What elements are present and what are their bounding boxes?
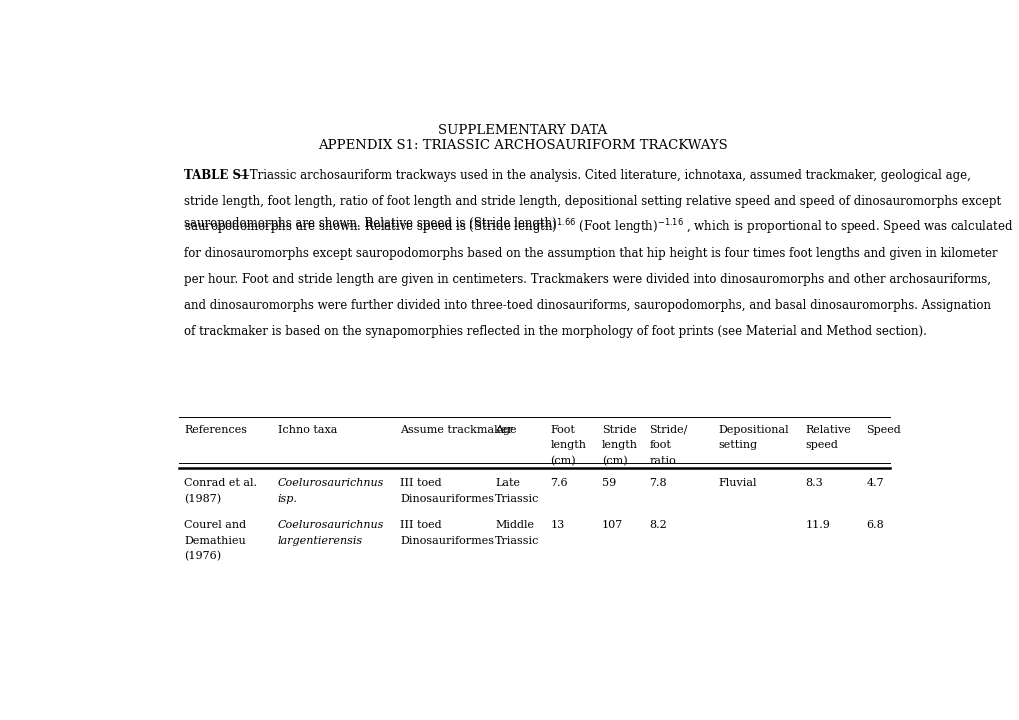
Text: speed: speed (805, 440, 838, 450)
Text: 13: 13 (550, 521, 565, 531)
Text: (cm): (cm) (601, 456, 627, 466)
Text: Middle: Middle (494, 521, 534, 531)
Text: Triassic: Triassic (494, 494, 539, 504)
Text: Coelurosaurichnus: Coelurosaurichnus (277, 478, 384, 488)
Text: TABLE S1: TABLE S1 (184, 168, 250, 181)
Text: of trackmaker is based on the synapomorphies reflected in the morphology of foot: of trackmaker is based on the synapomorp… (184, 325, 926, 338)
Text: per hour. Foot and stride length are given in centimeters. Trackmakers were divi: per hour. Foot and stride length are giv… (184, 273, 990, 286)
Text: III toed: III toed (399, 521, 441, 531)
Text: III toed: III toed (399, 478, 441, 488)
Text: 7.8: 7.8 (649, 478, 666, 488)
Text: Speed: Speed (866, 425, 901, 435)
Text: (1976): (1976) (184, 552, 221, 562)
Text: largentierensis: largentierensis (277, 536, 363, 546)
Text: stride length, foot length, ratio of foot length and stride length, depositional: stride length, foot length, ratio of foo… (184, 194, 1001, 207)
Text: Stride/: Stride/ (649, 425, 687, 435)
Text: sauropodomorphs are shown. Relative speed is (Stride length)$^{1.66}$ (Foot leng: sauropodomorphs are shown. Relative spee… (184, 217, 1013, 237)
Text: 107: 107 (601, 521, 623, 531)
Text: Coelurosaurichnus: Coelurosaurichnus (277, 521, 384, 531)
Text: isp.: isp. (277, 494, 298, 504)
Text: 7.6: 7.6 (550, 478, 568, 488)
Text: foot: foot (649, 440, 671, 450)
Text: (1987): (1987) (184, 494, 221, 504)
Text: and dinosauromorphs were further divided into three-toed dinosauriforms, sauropo: and dinosauromorphs were further divided… (184, 299, 990, 312)
Text: —Triassic archosauriform trackways used in the analysis. Cited literature, ichno: —Triassic archosauriform trackways used … (238, 168, 970, 181)
Text: SUPPLEMENTARY DATA: SUPPLEMENTARY DATA (438, 125, 606, 138)
Text: Stride: Stride (601, 425, 636, 435)
Text: 8.2: 8.2 (649, 521, 666, 531)
Text: 8.3: 8.3 (805, 478, 822, 488)
Text: Triassic: Triassic (494, 536, 539, 546)
Text: ratio: ratio (649, 456, 676, 466)
Text: 59: 59 (601, 478, 615, 488)
Text: APPENDIX S1: TRIASSIC ARCHOSAURIFORM TRACKWAYS: APPENDIX S1: TRIASSIC ARCHOSAURIFORM TRA… (318, 139, 727, 152)
Text: Late: Late (494, 478, 520, 488)
Text: Conrad et al.: Conrad et al. (184, 478, 257, 488)
Text: Demathieu: Demathieu (184, 536, 246, 546)
Text: 6.8: 6.8 (866, 521, 883, 531)
Text: 4.7: 4.7 (866, 478, 883, 488)
Text: Age: Age (494, 425, 516, 435)
Text: setting: setting (718, 440, 757, 450)
Text: Depositional: Depositional (718, 425, 789, 435)
Text: Courel and: Courel and (184, 521, 247, 531)
Text: Assume trackmaker: Assume trackmaker (399, 425, 513, 435)
Text: Relative: Relative (805, 425, 851, 435)
Text: length: length (601, 440, 637, 450)
Text: Foot: Foot (550, 425, 575, 435)
Text: for dinosauromorphs except sauropodomorphs based on the assumption that hip heig: for dinosauromorphs except sauropodomorp… (184, 247, 997, 260)
Text: 11.9: 11.9 (805, 521, 829, 531)
Text: Dinosauriformes: Dinosauriformes (399, 494, 494, 504)
Text: Dinosauriformes: Dinosauriformes (399, 536, 494, 546)
Text: References: References (184, 425, 248, 435)
Text: sauropodomorphs are shown. Relative speed is (Stride length): sauropodomorphs are shown. Relative spee… (184, 217, 556, 230)
Text: Ichno taxa: Ichno taxa (277, 425, 336, 435)
Text: length: length (550, 440, 586, 450)
Text: (cm): (cm) (550, 456, 576, 466)
Text: Fluvial: Fluvial (718, 478, 756, 488)
Text: sauropodomorphs are shown. Relative speed is (Stride length): sauropodomorphs are shown. Relative spee… (184, 217, 556, 230)
